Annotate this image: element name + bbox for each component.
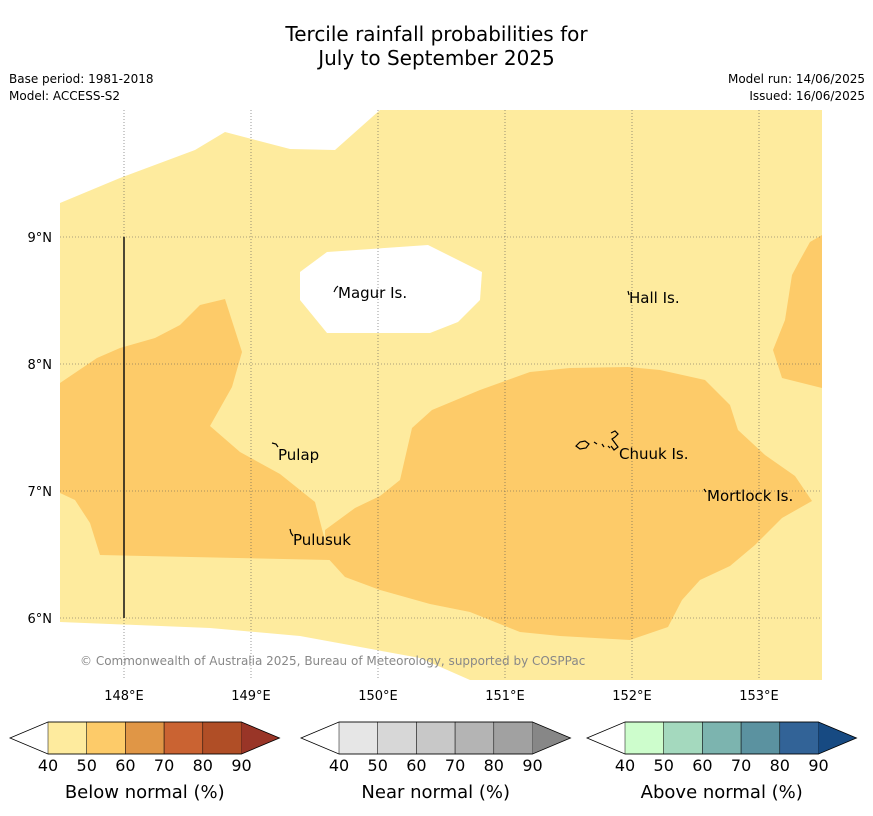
lon-tick-label: 152°E [612, 689, 652, 704]
legend-tick-label: 80 [193, 756, 213, 775]
legend-swatch [416, 721, 456, 755]
legend-tick-label: 40 [38, 756, 58, 775]
lon-tick-label: 150°E [358, 689, 398, 704]
place-label-pulusuk: Pulusuk [293, 531, 351, 549]
meta-right: Model run: 14/06/2025 Issued: 16/06/2025 [728, 71, 865, 105]
legend-swatch [163, 721, 204, 755]
chuuk-island-shape [575, 430, 619, 451]
legend-tick-label: 70 [731, 756, 751, 775]
lat-tick-label: 7°N [28, 485, 53, 500]
legend-group: 40 50 60 70 80 90 Below normal (%) 40 50 60 70 80 90… [8, 721, 858, 803]
legend-tick-label: 50 [77, 756, 97, 775]
legend-arrow-high [532, 722, 571, 754]
legend-swatch [47, 721, 87, 755]
model-name: Model: ACCESS-S2 [9, 89, 121, 103]
island-outlines [271, 285, 707, 537]
legend-tick-label: 60 [115, 756, 135, 775]
legend-title: Near normal (%) [361, 782, 510, 803]
legend-swatch [125, 721, 165, 755]
pulusuk-island-shape [289, 528, 294, 537]
region-below-60-70-east [325, 367, 812, 640]
legend-tick-label: 50 [654, 756, 674, 775]
legend-swatch [702, 721, 742, 755]
lat-tick-label: 6°N [28, 612, 53, 627]
lat-axis-labels: 9°N 8°N 7°N 6°N [28, 231, 53, 627]
lon-axis-labels: 148°E 149°E 150°E 151°E 152°E 153°E [104, 689, 779, 704]
place-label-chuuk: Chuuk Is. [619, 445, 688, 463]
legend-swatch [493, 721, 533, 755]
lat-tick-label: 9°N [28, 231, 53, 246]
lon-tick-label: 149°E [231, 689, 271, 704]
title-line-2: July to September 2025 [318, 46, 555, 70]
legend-swatch [663, 721, 703, 755]
map-gridlines [60, 110, 822, 680]
legend-title: Above normal (%) [641, 782, 803, 803]
map-title: Tercile rainfall probabilities for July … [0, 22, 873, 70]
legend-tick-label: 40 [329, 756, 349, 775]
region-below-60-70-west [60, 299, 330, 560]
legend-swatch [202, 721, 242, 755]
magur-island-shape [333, 285, 339, 293]
lat-tick-label: 8°N [28, 358, 53, 373]
legend-outline [585, 721, 858, 755]
legend-arrow-high [818, 722, 857, 754]
legend-swatch [624, 721, 664, 755]
legend-arrow-low [301, 722, 339, 754]
legend-outline [8, 721, 281, 755]
legend-swatch [779, 721, 819, 755]
legend-2: 40 50 60 70 80 90 Near normal (%) [299, 721, 572, 803]
legend-tick-label: 60 [406, 756, 426, 775]
copyright-notice: © Commonwealth of Australia 2025, Bureau… [80, 654, 585, 668]
hall-island-shape [627, 290, 630, 296]
legend-tick-label: 90 [808, 756, 828, 775]
lon-tick-label: 153°E [739, 689, 779, 704]
legend-swatch [454, 721, 495, 755]
region-below-60-70-edge [773, 235, 822, 388]
mortlock-island-shape [703, 488, 707, 493]
place-label-pulap: Pulap [278, 446, 319, 464]
legend-arrow-low [587, 722, 625, 754]
place-label-magur: Magur Is. [338, 284, 407, 302]
legend-swatch [740, 721, 781, 755]
model-run: Model run: 14/06/2025 [727, 72, 865, 86]
meta-left: Base period: 1981-2018 Model: ACCESS-S2 [9, 71, 154, 105]
legend-tick-label: 90 [231, 756, 251, 775]
legend-tick-label: 50 [368, 756, 388, 775]
legend-tick-label: 80 [484, 756, 504, 775]
legend-swatch [86, 721, 126, 755]
legend-3: 40 50 60 70 80 90 Above normal (%) [585, 721, 858, 803]
pulap-island-shape [271, 442, 279, 448]
base-period: Base period: 1981-2018 [9, 72, 154, 86]
legend-swatch [338, 721, 378, 755]
legend-1: 40 50 60 70 80 90 Below normal (%) [8, 721, 281, 803]
legend-tick-label: 80 [770, 756, 790, 775]
legend-outline [299, 721, 572, 755]
place-label-hall: Hall Is. [629, 289, 680, 307]
legend-arrow-high [241, 722, 280, 754]
lon-tick-label: 151°E [485, 689, 525, 704]
title-line-1: Tercile rainfall probabilities for [285, 22, 588, 46]
legend-arrow-low [10, 722, 48, 754]
place-label-mortlock: Mortlock Is. [707, 487, 793, 505]
map-plot-area: Magur Is. Hall Is. Pulap Chuuk Is. Mortl… [60, 110, 822, 680]
issued-date: Issued: 16/06/2025 [749, 89, 865, 103]
legend-swatch [377, 721, 417, 755]
lon-tick-label: 148°E [104, 689, 144, 704]
legend-title: Below normal (%) [65, 782, 225, 803]
legend-tick-label: 60 [692, 756, 712, 775]
legend-tick-label: 40 [615, 756, 635, 775]
region-below-40-50-magur [300, 245, 482, 333]
legend-tick-label: 70 [445, 756, 465, 775]
legend-tick-label: 90 [522, 756, 542, 775]
legend-tick-label: 70 [154, 756, 174, 775]
